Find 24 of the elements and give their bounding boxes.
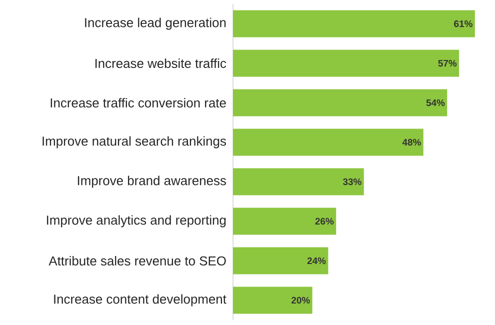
y-tick-label: Improve natural search rankings	[42, 136, 226, 148]
data-label: 24%	[307, 257, 326, 264]
data-label: 54%	[426, 99, 445, 106]
y-tick-label: Increase content development	[54, 294, 226, 306]
bar	[233, 10, 475, 38]
data-label: 48%	[402, 138, 421, 146]
y-tick-label: Increase traffic conversion rate	[50, 98, 226, 108]
bar	[233, 286, 312, 314]
y-tick-label: Increase lead generation	[85, 18, 226, 30]
bar	[233, 128, 424, 156]
bar	[233, 208, 336, 235]
y-tick-label: Increase website traffic	[95, 58, 226, 68]
y-tick-label: Improve analytics and reporting	[46, 215, 226, 228]
bar	[233, 89, 448, 116]
bar	[233, 247, 328, 274]
data-label: 33%	[342, 178, 362, 186]
data-label: 20%	[292, 296, 310, 304]
data-label: 26%	[315, 218, 334, 225]
data-label: 61%	[454, 20, 472, 28]
y-tick-label: Improve brand awareness	[78, 176, 226, 188]
y-tick-label: Attribute sales revenue to SEO	[48, 256, 226, 266]
bar	[233, 50, 460, 77]
bar	[233, 168, 364, 196]
data-label: 57%	[438, 60, 457, 67]
